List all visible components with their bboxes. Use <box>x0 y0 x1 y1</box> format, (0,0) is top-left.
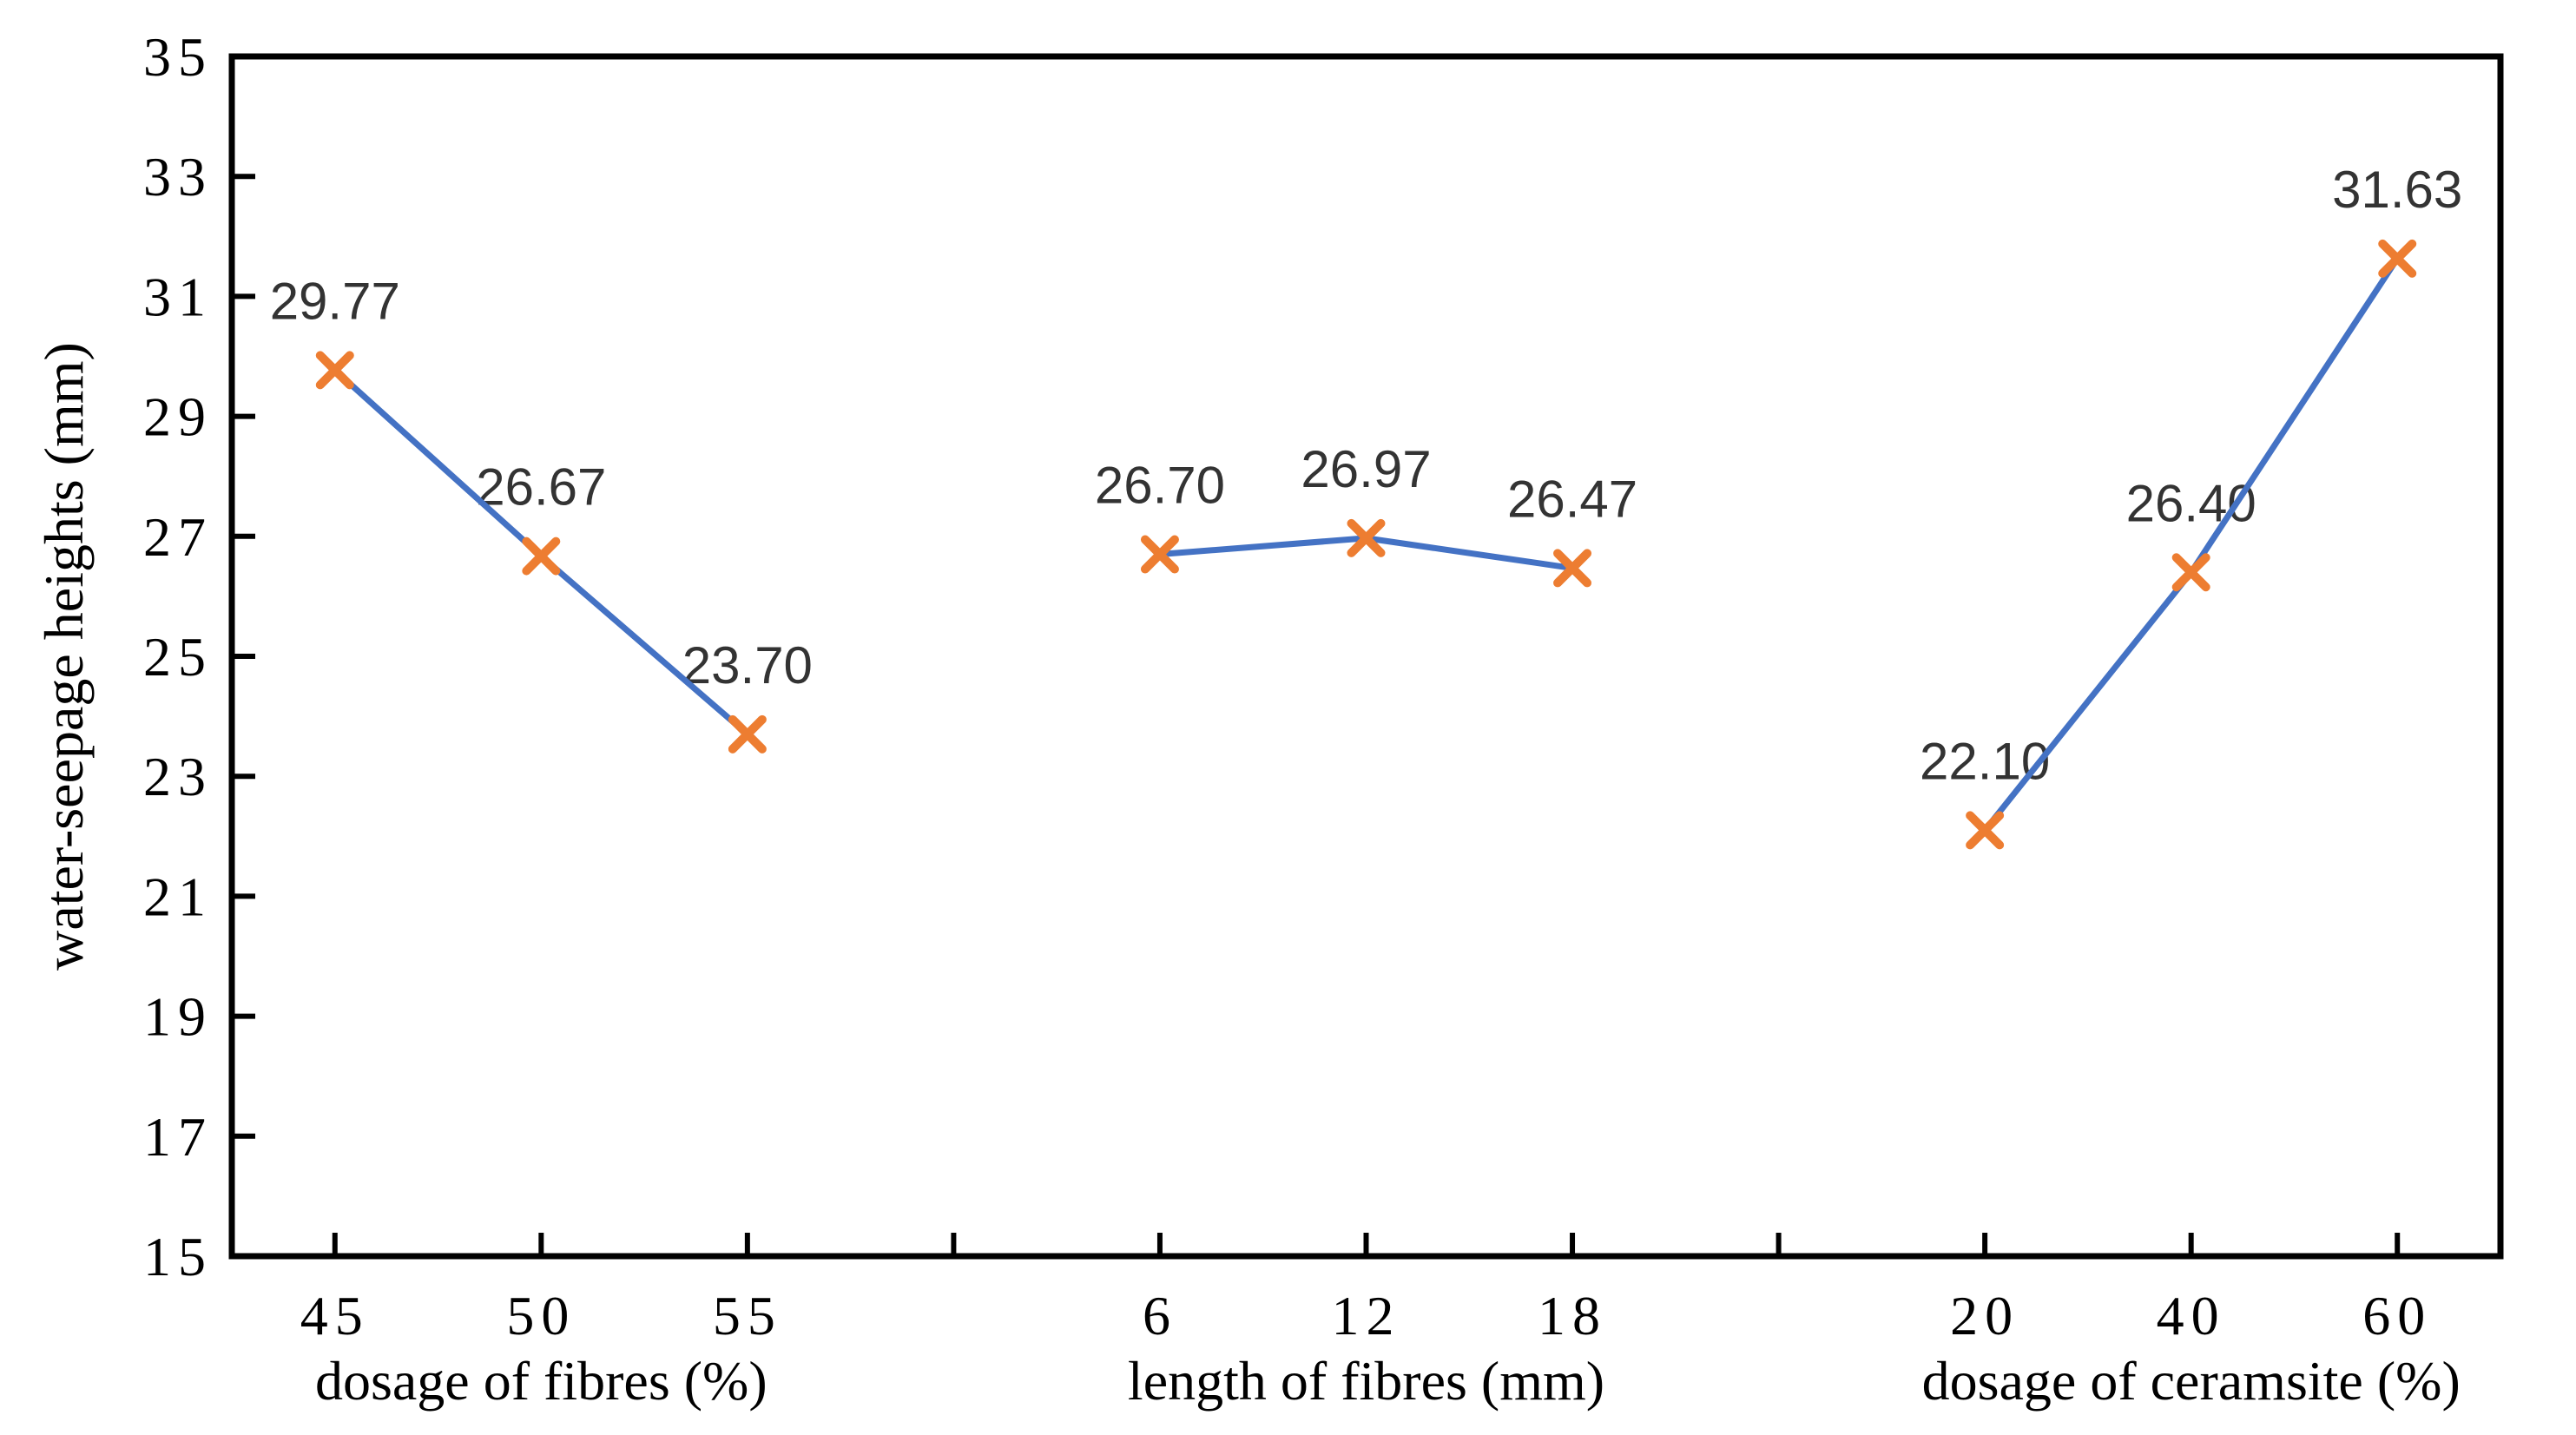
data-label: 26.67 <box>476 458 606 517</box>
data-label: 26.70 <box>1095 457 1225 515</box>
data-point-marker <box>2171 553 2210 592</box>
y-tick-label: 29 <box>143 386 213 448</box>
y-tick-label: 27 <box>143 506 213 568</box>
y-tick-label: 25 <box>143 626 213 688</box>
y-axis-title: water-seepage heights (mm) <box>33 342 95 971</box>
y-tick-label: 19 <box>143 986 213 1048</box>
x-tick-label: 55 <box>713 1285 782 1346</box>
x-tick-label: 12 <box>1332 1285 1401 1346</box>
data-point-marker <box>2378 239 2417 278</box>
x-axis-title-dosage-of-ceramsite: dosage of ceramsite (%) <box>1922 1350 2461 1412</box>
x-axis-title-length-of-fibres: length of fibres (mm) <box>1128 1350 1604 1412</box>
x-tick-label: 45 <box>300 1285 370 1346</box>
data-label: 22.10 <box>1920 732 2050 790</box>
y-tick-label: 33 <box>143 146 213 207</box>
data-point-marker <box>1553 549 1592 588</box>
data-label: 29.77 <box>270 272 400 330</box>
x-tick-label: 50 <box>506 1285 576 1346</box>
y-tick-label: 23 <box>143 746 213 807</box>
data-label: 23.70 <box>682 636 813 694</box>
y-tick-label: 21 <box>143 866 213 927</box>
data-point-marker <box>1966 811 2005 850</box>
x-tick-label: 18 <box>1538 1285 1607 1346</box>
x-tick-label: 20 <box>1950 1285 2019 1346</box>
y-tick-label: 31 <box>143 266 213 327</box>
y-tick-label: 17 <box>143 1106 213 1168</box>
data-point-marker <box>1140 535 1179 574</box>
x-tick-label: 40 <box>2157 1285 2226 1346</box>
y-tick-label: 15 <box>143 1226 213 1287</box>
data-label: 31.63 <box>2332 161 2462 219</box>
data-point-marker <box>1347 518 1386 557</box>
y-tick-label: 35 <box>143 26 213 88</box>
x-axis-title-dosage-of-fibres: dosage of fibres (%) <box>315 1350 768 1412</box>
data-point-marker <box>728 714 767 754</box>
data-label: 26.97 <box>1301 440 1431 498</box>
x-tick-label: 60 <box>2362 1285 2432 1346</box>
data-point-marker <box>315 351 354 390</box>
data-label: 26.47 <box>1507 470 1637 528</box>
data-point-marker <box>522 536 561 576</box>
x-tick-label: 6 <box>1143 1285 1177 1346</box>
